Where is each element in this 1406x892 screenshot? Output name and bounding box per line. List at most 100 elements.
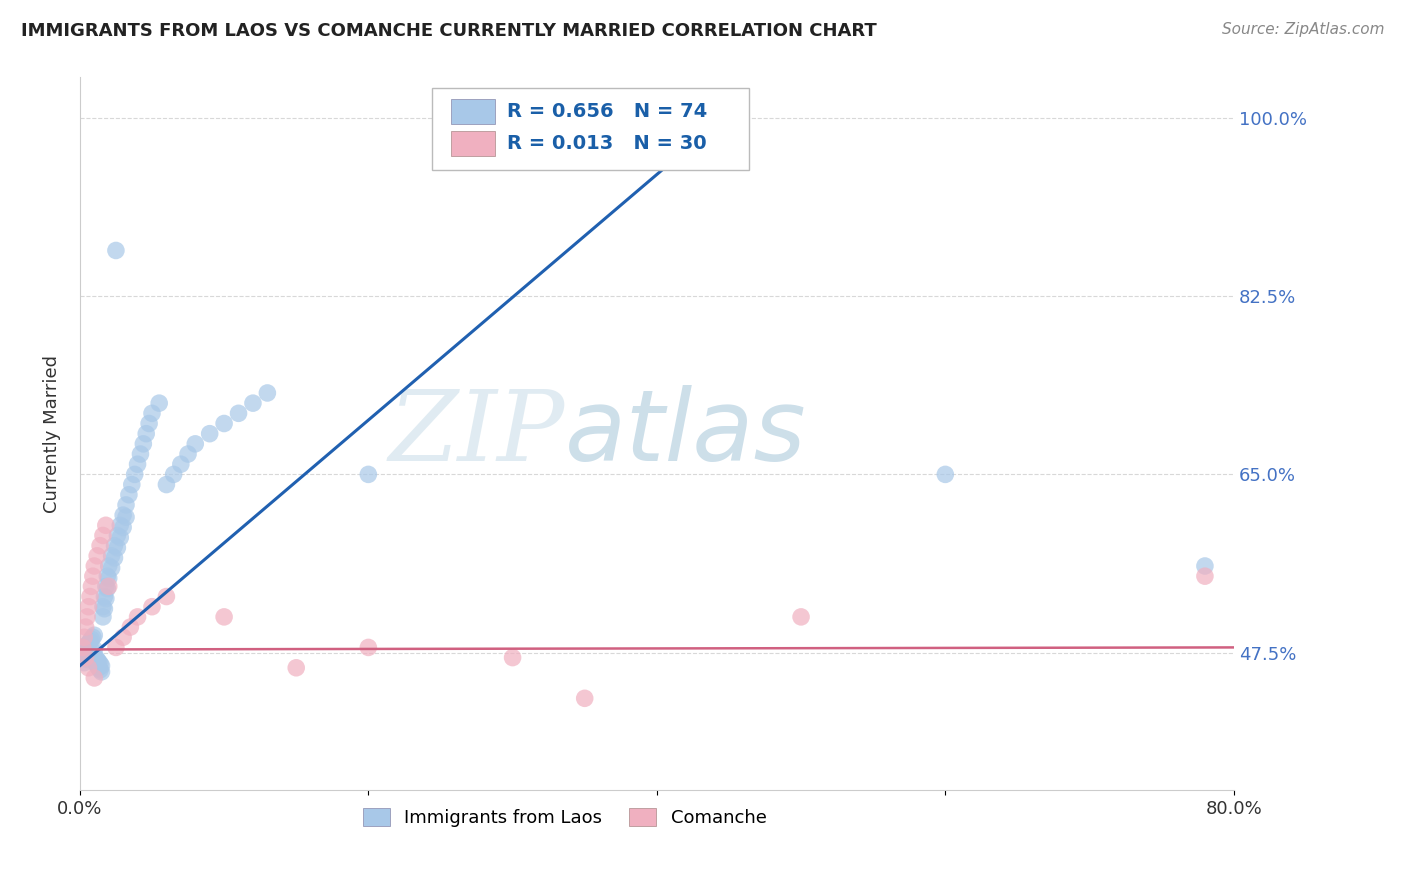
Point (285, 661, 308, 675)
Point (105, 528, 128, 542)
Point (97, 579, 120, 593)
Point (89, 539, 111, 553)
Point (1194, 569, 1216, 583)
Point (502, 650, 524, 665)
Point (96, 582, 118, 596)
Point (89, 657, 111, 671)
Point (103, 550, 125, 565)
Point (75, 640, 97, 655)
Point (91, 528, 114, 542)
Point (100, 561, 122, 575)
Point (80, 647, 103, 661)
Point (162, 467, 184, 482)
Point (73, 642, 96, 657)
Point (138, 417, 160, 431)
Point (112, 520, 135, 534)
Point (87, 655, 110, 669)
Point (118, 488, 141, 502)
Point (94, 518, 117, 533)
Point (80, 632, 103, 647)
Point (155, 590, 177, 604)
Point (86, 549, 108, 563)
Point (124, 467, 146, 482)
Point (110, 531, 132, 545)
Point (76, 639, 98, 653)
Point (80, 579, 103, 593)
Point (82, 569, 104, 583)
Text: atlas: atlas (565, 385, 806, 483)
Point (72, 640, 94, 655)
Point (100, 549, 122, 563)
Point (73, 656, 96, 670)
Point (132, 437, 155, 451)
Point (84, 656, 107, 670)
Point (105, 541, 128, 555)
Point (90, 665, 112, 679)
Point (115, 498, 138, 512)
Point (96, 569, 118, 583)
Point (228, 406, 250, 420)
Point (83, 628, 105, 642)
Point (77, 599, 100, 614)
Point (104, 244, 127, 258)
Point (86, 652, 108, 666)
Point (76, 652, 98, 666)
Point (170, 457, 193, 471)
Point (112, 630, 135, 644)
Point (103, 539, 125, 553)
Point (86, 658, 108, 673)
Point (934, 467, 956, 482)
Point (72, 650, 94, 665)
Point (72, 646, 94, 660)
Point (212, 610, 235, 624)
Point (93, 590, 115, 604)
Point (141, 599, 163, 614)
Point (82, 644, 104, 658)
Point (79, 648, 101, 663)
Bar (451, 99, 495, 124)
Point (1194, 559, 1216, 574)
Point (77, 661, 100, 675)
Y-axis label: Currently Married: Currently Married (44, 355, 60, 513)
Point (242, 396, 264, 410)
Point (84, 650, 107, 665)
Point (112, 508, 135, 522)
Point (115, 510, 138, 524)
Point (77, 650, 100, 665)
Point (75, 620, 97, 634)
Point (256, 386, 278, 401)
Point (141, 406, 163, 420)
Point (790, 610, 813, 624)
Point (83, 642, 105, 657)
Point (93, 601, 115, 615)
Point (148, 396, 170, 410)
Point (357, 640, 380, 655)
Text: Source: ZipAtlas.com: Source: ZipAtlas.com (1222, 22, 1385, 37)
Point (79, 590, 101, 604)
Point (155, 477, 177, 491)
Point (177, 447, 200, 461)
Point (73, 630, 96, 644)
Point (91, 599, 114, 614)
Point (94, 579, 117, 593)
Point (135, 426, 157, 441)
Point (198, 426, 221, 441)
Point (574, 691, 596, 706)
Point (91, 610, 114, 624)
Point (75, 648, 97, 663)
Point (75, 650, 97, 665)
Point (87, 661, 110, 675)
Point (77, 636, 100, 650)
Point (212, 417, 235, 431)
Text: ZIP: ZIP (388, 386, 565, 482)
Point (97, 571, 120, 585)
Point (90, 658, 112, 673)
Bar (451, 131, 495, 156)
Point (76, 610, 98, 624)
Point (120, 620, 142, 634)
Point (89, 663, 111, 677)
Point (79, 634, 101, 648)
Point (104, 640, 127, 655)
Point (97, 559, 120, 574)
Point (83, 559, 105, 574)
